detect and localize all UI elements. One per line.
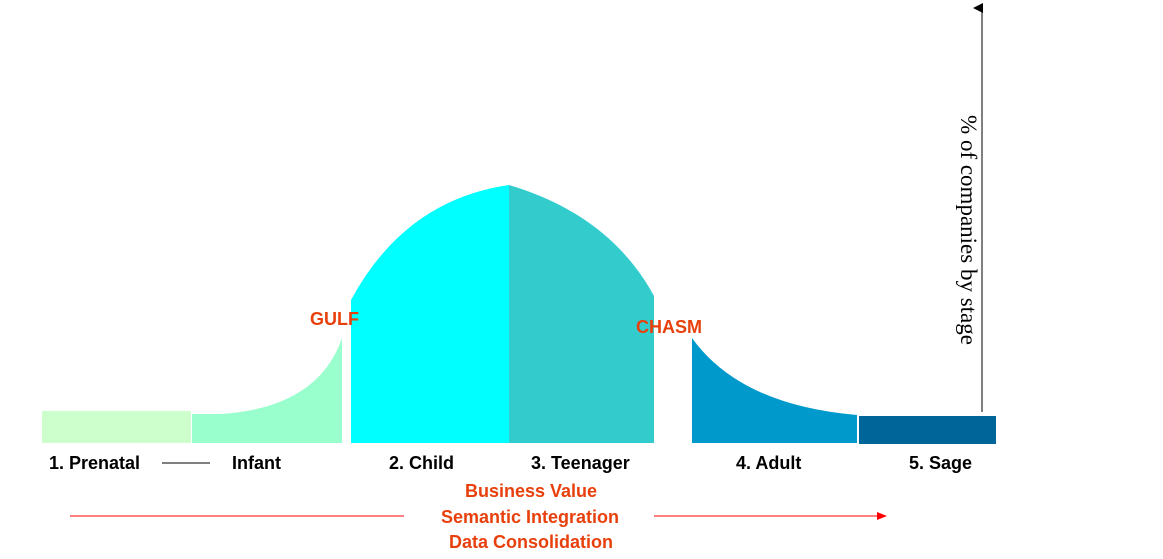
stage-label-teenager: 3. Teenager: [531, 453, 630, 473]
prenatal-segment: [42, 411, 191, 443]
infant-segment: [192, 338, 342, 443]
stage-label-child: 2. Child: [389, 453, 455, 473]
progression-semantic-integration: Semantic Integration: [440, 507, 620, 527]
teenager-segment: [509, 185, 654, 443]
progression-business-value: Business Value: [464, 481, 598, 501]
stage-label-prenatal: 1. Prenatal: [49, 453, 141, 473]
child-segment: [351, 185, 509, 443]
stage-label-adult: 4. Adult: [736, 453, 802, 473]
adult-segment: [692, 338, 857, 443]
chasm-label: CHASM: [636, 317, 702, 337]
gulf-label: GULF: [310, 309, 359, 329]
sage-segment: [859, 416, 996, 444]
stage-label-sage: 5. Sage: [909, 453, 973, 473]
progression-data-consolidation: Data Consolidation: [448, 532, 614, 552]
axis-label-percent-companies: % of companies by stage: [956, 115, 981, 345]
stage-label-infant: Infant: [232, 453, 281, 473]
